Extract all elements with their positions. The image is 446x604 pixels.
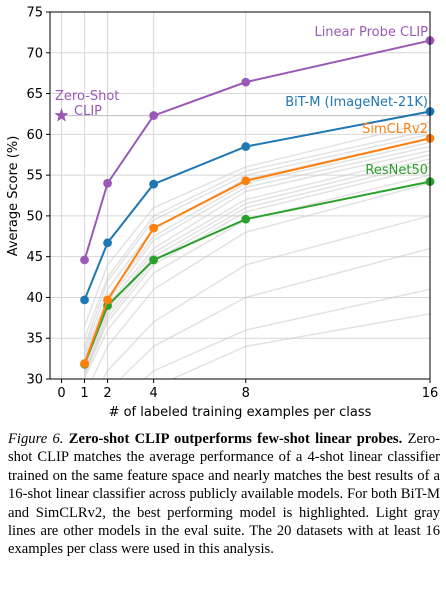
gray-model-line [83, 174, 430, 378]
gray-model-line [91, 182, 430, 379]
x-axis-label: # of labeled training examples per class [109, 405, 372, 420]
caption-figure-label: Figure 6. [8, 431, 64, 447]
series-label: Linear Probe CLIP [314, 25, 428, 40]
x-tick-label: 16 [422, 386, 439, 401]
series-point [80, 359, 89, 368]
series-point [149, 223, 159, 233]
chart: 30 35 40 45 50 55 60 65 70 75 0 1 2 4 8 16 # of labeled… [6, 6, 438, 421]
zero-shot-star [54, 108, 69, 122]
x-tick-label: 1 [80, 386, 88, 401]
gray-model-line [83, 129, 430, 339]
caption: Figure 6. Zero-shot CLIP outperforms few… [8, 430, 440, 559]
series-point [149, 255, 159, 265]
series-point [103, 238, 112, 248]
y-tick-label: 75 [26, 6, 43, 21]
x-tick-label: 4 [149, 386, 157, 401]
series-label: BiT-M (ImageNet-21K) [285, 95, 428, 110]
y-tick-label: 70 [26, 46, 43, 61]
gray-model-line [119, 247, 430, 379]
gray-model-line [83, 141, 430, 355]
y-tick-label: 35 [26, 332, 43, 347]
y-tick-label: 40 [26, 291, 43, 306]
series-point [241, 214, 251, 224]
series-label: SimCLRv2 [362, 122, 428, 137]
series-point [149, 179, 159, 189]
series-point [149, 111, 159, 120]
gray-model-line [143, 288, 430, 379]
y-axis-label: Average Score (%) [6, 136, 21, 257]
gray-model-line [102, 215, 430, 379]
x-tick-label: 8 [242, 386, 250, 401]
ticks: 30 35 40 45 50 55 60 65 70 75 0 1 2 4 8 16 [26, 6, 438, 402]
series-point [80, 295, 89, 305]
series-labels: Linear Probe CLIP BiT-M (ImageNet-21K) Sim… [55, 25, 428, 178]
x-tick-label: 0 [57, 386, 65, 401]
y-tick-label: 55 [26, 169, 43, 184]
y-tick-label: 65 [26, 87, 43, 102]
gray-model-line [83, 166, 430, 376]
gray-model-line [83, 154, 430, 368]
y-tick-label: 45 [26, 250, 43, 265]
caption-title: Zero-shot CLIP outperforms few-shot line… [68, 431, 403, 447]
y-tick-label: 50 [26, 209, 43, 224]
series-point [241, 176, 251, 186]
series-point [241, 142, 251, 151]
caption-body: Zero-shot CLIP matches the average perfo… [8, 431, 440, 558]
series-point [80, 255, 89, 265]
y-tick-label: 30 [26, 373, 43, 388]
gray-model-line [170, 313, 430, 379]
y-tick-label: 60 [26, 128, 43, 143]
gray-model-line [83, 133, 430, 347]
gray-model-line [83, 121, 430, 327]
x-tick-label: 2 [103, 386, 111, 401]
gray-model-line [83, 158, 430, 372]
plot-frame [49, 11, 431, 380]
series-label: ResNet50 [365, 163, 428, 178]
series-group [54, 36, 435, 369]
series-point [241, 77, 251, 87]
series-point [103, 295, 112, 305]
series-point [103, 178, 112, 188]
zero-shot-label: CLIP [74, 104, 102, 119]
zero-shot-label: Zero-Shot [55, 89, 119, 104]
